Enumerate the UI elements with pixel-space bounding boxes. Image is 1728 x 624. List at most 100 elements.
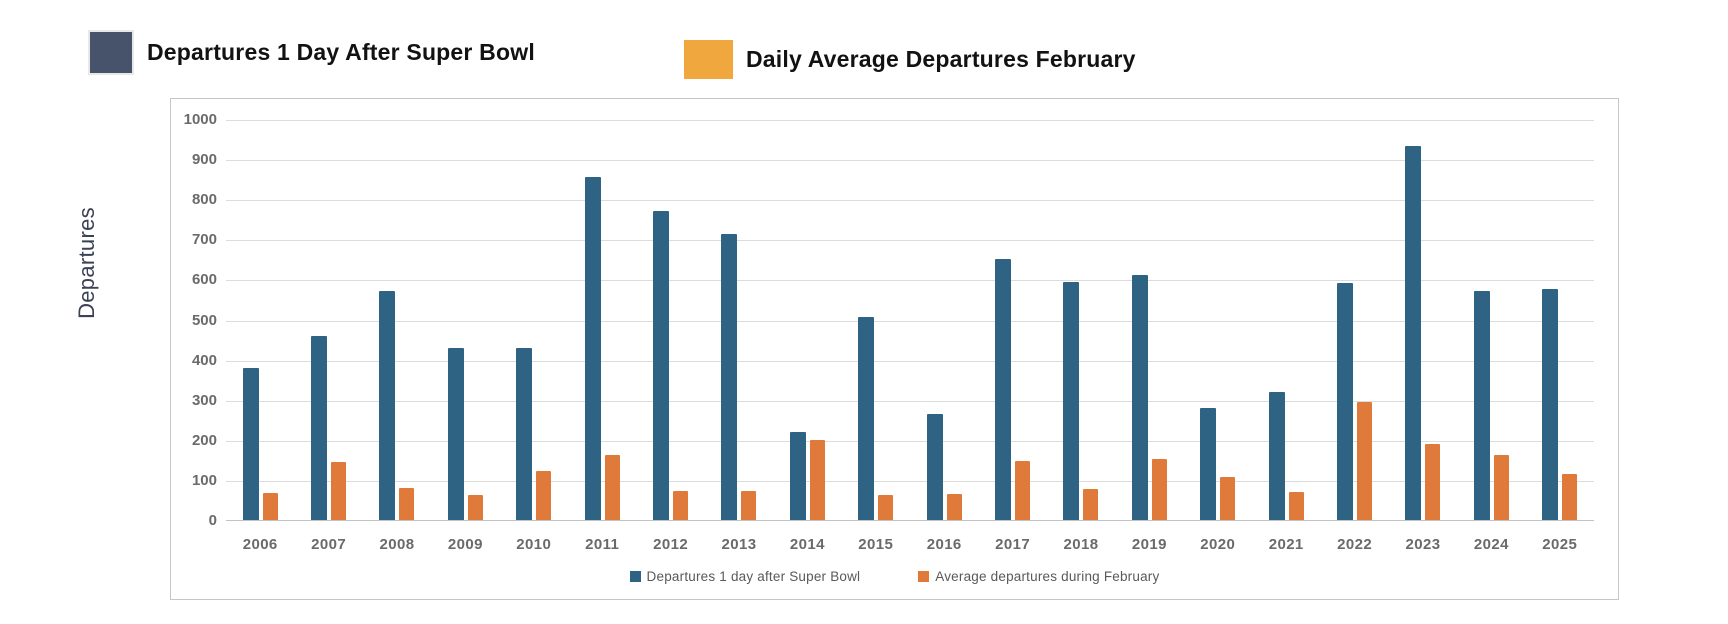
x-axis-tick-label: 2014 [789,536,825,553]
bar-2017-feb-average [1015,461,1031,520]
bar-2015-super-bowl [858,316,875,520]
top-legend-item-super-bowl: Departures 1 Day After Super Bowl [88,30,535,75]
legend-swatch-orange-icon [918,571,930,582]
bar-2012-super-bowl [653,211,670,520]
bar-2016-feb-average [946,493,962,520]
x-axis-tick-label: 2015 [858,536,894,553]
x-axis-tick-label: 2010 [516,536,552,553]
bar-group-2024 [1457,120,1525,520]
bar-2023-super-bowl [1405,146,1422,520]
gridline [226,320,1594,322]
x-axis-tick-label: 2020 [1200,536,1236,553]
x-axis-tick-label: 2013 [721,536,757,553]
bar-group-2022 [1320,120,1388,520]
bar-2025-super-bowl [1542,289,1559,520]
chart-frame: 0 100 200 300 400 500 600 700 800 900 1000 2006 200… [170,98,1619,600]
y-axis-tick-label: 600 [191,271,217,289]
x-axis-tick-label: 2008 [379,536,415,553]
bar-2014-super-bowl [789,431,806,520]
bar-2016-super-bowl [926,413,943,520]
legend-swatch-orange [684,40,733,79]
x-axis-tick-label: 2019 [1131,536,1167,553]
bar-2008-super-bowl [379,291,396,520]
bar-2015-feb-average [878,494,894,520]
bar-2008-feb-average [399,487,415,520]
y-axis-tick-label: 100 [191,471,217,489]
bar-2018-feb-average [1083,489,1099,520]
bar-2022-super-bowl [1337,283,1354,520]
bar-2020-super-bowl [1200,408,1217,520]
gridline [226,280,1594,282]
bar-group-2019 [1115,120,1183,520]
chart-legend: Departures 1 day after Super Bowl Averag… [171,569,1618,584]
y-axis-tick-label: 300 [191,391,217,409]
bar-group-2009 [431,120,499,520]
bar-2010-super-bowl [516,348,533,520]
legend-item-series-orange: Average departures during February [918,569,1159,584]
y-axis-tick-label: 1000 [183,111,217,128]
x-axis-tick-label: 2016 [926,536,962,553]
x-axis-tick-label: 2006 [242,536,278,553]
bar-group-2006 [226,120,294,520]
bar-group-2007 [294,120,362,520]
bar-group-2015 [842,120,910,520]
bar-2025-feb-average [1562,474,1578,520]
bar-2006-feb-average [262,492,278,520]
legend-swatch-dark-blue [88,30,134,75]
top-legend-item-feb-average: Daily Average Departures February [684,40,1136,79]
bar-2024-super-bowl [1473,291,1490,520]
x-axis-tick-label: 2017 [995,536,1031,553]
bar-2009-super-bowl [447,347,464,520]
y-axis-tick-label: 800 [191,191,217,209]
legend-item-label: Average departures during February [935,569,1160,584]
x-axis-tick-label: 2025 [1542,536,1578,553]
bar-2019-feb-average [1151,459,1167,520]
bar-group-2016 [910,120,978,520]
bar-2010-feb-average [536,470,552,520]
x-axis-tick-label: 2022 [1337,536,1373,553]
y-axis-tick-label: 400 [191,351,217,369]
bar-2021-feb-average [1288,491,1304,520]
x-axis-tick-label: 2021 [1268,536,1304,553]
bar-2009-feb-average [467,495,483,520]
bar-group-2020 [1184,120,1252,520]
bar-2018-super-bowl [1063,282,1080,520]
bar-2012-feb-average [673,490,689,520]
bar-group-2008 [363,120,431,520]
y-axis-tick-label: 0 [208,512,217,529]
gridline [226,120,1594,121]
bar-group-2012 [636,120,704,520]
gridline [226,200,1594,202]
bar-2017-super-bowl [995,259,1012,520]
top-legend-label: Departures 1 Day After Super Bowl [147,39,535,65]
bar-2007-feb-average [331,461,347,520]
bar-2023-feb-average [1425,443,1441,520]
plot-area [226,120,1594,521]
gridline [226,480,1594,482]
gridline [226,240,1594,242]
x-axis-tick-label: 2018 [1063,536,1099,553]
y-axis-tick-label: 900 [191,151,217,169]
legend-item-series-blue: Departures 1 day after Super Bowl [629,569,861,584]
legend-swatch-blue-icon [629,571,641,582]
bar-2013-super-bowl [721,233,738,520]
y-axis-tick-label: 200 [191,431,217,449]
bar-group-2017 [978,120,1046,520]
bar-2013-feb-average [741,490,757,520]
bar-2006-super-bowl [242,367,259,520]
gridline [226,360,1594,362]
bar-2021-super-bowl [1268,391,1285,520]
gridline [226,440,1594,442]
x-axis-tick-label: 2024 [1473,536,1509,553]
y-axis-title: Departures [74,207,99,319]
bar-2024-feb-average [1493,455,1509,520]
y-axis-tick-label: 500 [191,311,217,329]
bar-2011-feb-average [604,455,620,520]
x-axis-tick-label: 2012 [653,536,689,553]
bar-2022-feb-average [1357,401,1373,520]
bar-2007-super-bowl [311,335,328,520]
bar-2019-super-bowl [1131,274,1148,520]
bar-2011-super-bowl [584,177,601,520]
gridline [226,400,1594,402]
